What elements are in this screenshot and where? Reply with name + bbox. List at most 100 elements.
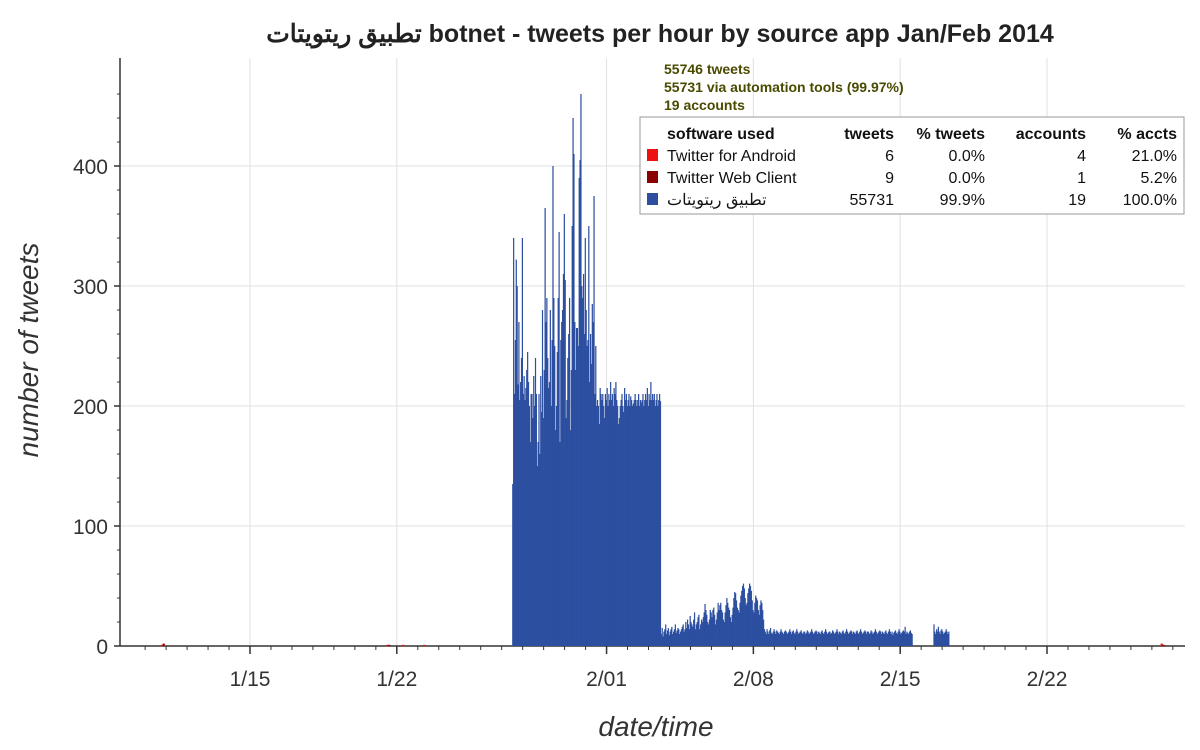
bar bbox=[648, 394, 650, 646]
legend-cell: Twitter Web Client bbox=[667, 170, 797, 187]
bar bbox=[555, 406, 558, 646]
summary-line: 55746 tweets bbox=[664, 61, 751, 77]
bar bbox=[518, 322, 520, 646]
bar bbox=[720, 602, 722, 646]
bar bbox=[665, 624, 667, 646]
legend-cell: 100.0% bbox=[1123, 192, 1177, 209]
summary-line: 55731 via automation tools (99.97%) bbox=[664, 79, 904, 95]
bar bbox=[752, 610, 754, 646]
bar bbox=[897, 631, 899, 646]
bar bbox=[631, 400, 633, 646]
bar bbox=[887, 631, 890, 646]
bar bbox=[760, 600, 762, 646]
bar bbox=[717, 602, 719, 646]
bar bbox=[765, 634, 767, 646]
bar bbox=[944, 631, 946, 646]
bar bbox=[561, 322, 563, 646]
x-tick-label: 1/22 bbox=[376, 668, 417, 691]
bar bbox=[671, 626, 673, 646]
bar bbox=[548, 388, 550, 646]
bar bbox=[852, 631, 855, 646]
bar bbox=[574, 322, 576, 646]
bar bbox=[700, 619, 703, 646]
bar bbox=[691, 624, 693, 646]
bar bbox=[818, 631, 820, 646]
bar bbox=[160, 644, 164, 647]
bar bbox=[620, 400, 622, 646]
bar bbox=[575, 328, 578, 646]
bar bbox=[684, 629, 686, 646]
bar bbox=[548, 382, 551, 646]
bar bbox=[808, 634, 810, 646]
bar bbox=[751, 600, 753, 646]
bar bbox=[683, 631, 685, 646]
legend-swatch bbox=[647, 193, 658, 205]
bar bbox=[870, 630, 872, 646]
bar bbox=[614, 394, 616, 646]
bar bbox=[840, 634, 842, 646]
bar bbox=[905, 634, 907, 646]
bar bbox=[609, 400, 611, 646]
bar bbox=[940, 630, 942, 646]
bar bbox=[642, 394, 644, 646]
bar bbox=[790, 634, 793, 646]
bar bbox=[834, 632, 836, 646]
bar bbox=[740, 595, 742, 646]
bar bbox=[516, 286, 518, 646]
bar bbox=[893, 632, 895, 646]
bar bbox=[556, 352, 558, 646]
bar bbox=[612, 406, 614, 646]
bar bbox=[699, 629, 701, 646]
bar bbox=[857, 632, 859, 646]
bar bbox=[1162, 644, 1165, 647]
bar bbox=[578, 178, 580, 646]
bar bbox=[554, 430, 557, 646]
bar bbox=[679, 631, 682, 646]
bar bbox=[579, 160, 581, 646]
bar bbox=[679, 634, 681, 646]
bar bbox=[693, 619, 695, 646]
bar bbox=[549, 310, 551, 646]
bar bbox=[568, 298, 571, 646]
bar bbox=[866, 631, 869, 646]
bar bbox=[666, 630, 669, 646]
bar bbox=[767, 631, 769, 646]
bar bbox=[888, 629, 891, 646]
bar bbox=[706, 614, 708, 646]
bar bbox=[730, 622, 732, 646]
bar bbox=[901, 631, 904, 646]
bar bbox=[618, 418, 621, 646]
bar bbox=[941, 629, 943, 646]
bar bbox=[673, 629, 676, 646]
bar bbox=[809, 632, 811, 646]
bar bbox=[898, 629, 900, 646]
bar bbox=[672, 634, 674, 646]
bar bbox=[845, 631, 847, 646]
bar bbox=[797, 634, 800, 646]
bar bbox=[853, 632, 856, 646]
bar bbox=[524, 400, 526, 646]
bar bbox=[643, 406, 645, 646]
bar bbox=[605, 400, 607, 646]
bar bbox=[769, 630, 771, 646]
bar bbox=[617, 406, 619, 646]
bar bbox=[894, 630, 897, 646]
bar bbox=[638, 394, 640, 646]
bar bbox=[539, 454, 541, 646]
x-tick-label: 2/01 bbox=[586, 668, 627, 691]
bar bbox=[896, 634, 898, 646]
bar bbox=[900, 634, 902, 646]
bar bbox=[741, 590, 743, 646]
legend-header: software used bbox=[667, 126, 775, 143]
bar bbox=[770, 632, 773, 646]
legend-cell: 1 bbox=[1077, 170, 1086, 187]
bar bbox=[527, 352, 529, 646]
bar bbox=[796, 629, 798, 646]
bar bbox=[687, 624, 690, 646]
bar bbox=[695, 624, 697, 646]
bar bbox=[634, 394, 636, 646]
legend-cell: 99.9% bbox=[940, 192, 985, 209]
bar bbox=[828, 631, 830, 646]
legend-cell: تطبيق ريتويتات bbox=[667, 192, 767, 209]
bar bbox=[825, 631, 828, 646]
